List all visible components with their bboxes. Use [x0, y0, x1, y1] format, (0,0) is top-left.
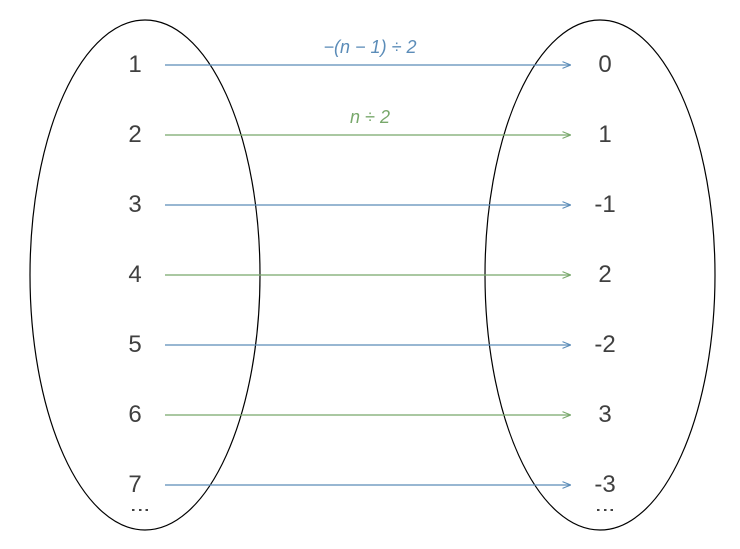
codomain-value: 0 [580, 51, 630, 79]
codomain-value: 3 [580, 401, 630, 429]
ellipsis-right: ⋮ [593, 500, 617, 522]
bijection-diagram: 1 0 2 1 3 -1 4 2 5 -2 6 3 7 -3 −(n − 1) ÷ 2 n ÷ 2 ⋮ ⋮ [0, 0, 740, 549]
odd-rule-label: −(n − 1) ÷ 2 [324, 37, 417, 58]
domain-value: 6 [110, 401, 160, 429]
domain-value: 4 [110, 261, 160, 289]
domain-value: 2 [110, 121, 160, 149]
codomain-value: -2 [580, 331, 630, 359]
mapping-arrows [165, 65, 570, 485]
codomain-value: 1 [580, 121, 630, 149]
codomain-value: -3 [580, 471, 630, 499]
domain-value: 3 [110, 191, 160, 219]
even-rule-label: n ÷ 2 [350, 107, 390, 128]
domain-value: 7 [110, 471, 160, 499]
ellipsis-left: ⋮ [128, 500, 152, 522]
codomain-value: -1 [580, 191, 630, 219]
domain-value: 1 [110, 51, 160, 79]
domain-value: 5 [110, 331, 160, 359]
codomain-value: 2 [580, 261, 630, 289]
